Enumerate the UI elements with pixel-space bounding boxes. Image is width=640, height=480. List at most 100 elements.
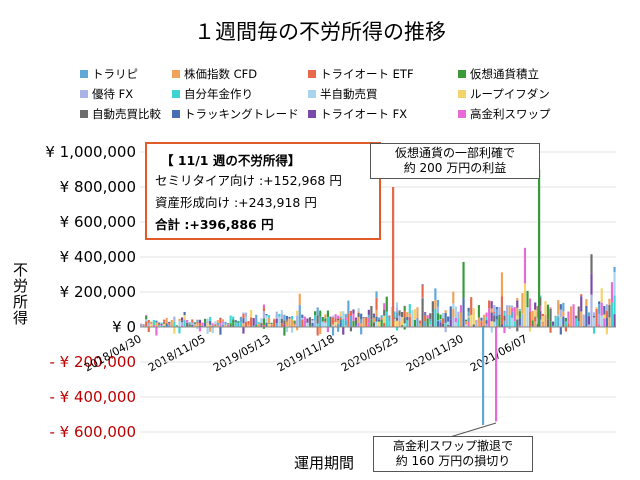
bar-segment [270,322,273,324]
bar-segment [375,291,378,298]
bar-segment [326,318,329,327]
bar-segment [421,284,424,286]
bar-segment [262,311,266,319]
bar-segment [180,325,184,327]
bar-segment [321,321,324,327]
bar-segment [552,325,555,327]
bar-segment [380,318,383,320]
bar-segment [421,285,424,298]
bar-segment [331,319,335,324]
bar-segment [536,306,539,312]
bar-segment [316,315,319,324]
legend-item: 自分年金作り [172,86,253,102]
bar-segment [173,321,176,327]
bar-segment [426,318,429,327]
bar-segment [582,325,585,327]
bar-segment-negative [155,327,158,336]
bar-segment [293,323,296,325]
bar-segment [467,307,470,312]
bar-segment [380,315,383,318]
bar-segment [562,316,565,325]
bar-segment [360,319,363,324]
bar-segment [306,322,309,327]
bar-segment [290,319,294,327]
bar-segment-negative [503,327,506,334]
y-tick-label: ¥ 600,000 [59,213,136,231]
bar-segment [528,298,532,313]
bar-segment [155,320,158,323]
bar-segment [260,325,263,327]
bar-segment [152,322,155,325]
bar-segment [493,321,496,327]
bar-segment [267,315,271,318]
bar-segment [219,317,222,319]
bar-segment [577,321,580,327]
bar-segment [175,325,179,327]
bar-segment [523,247,527,284]
bar-segment [209,325,212,327]
bar-segment [221,324,225,327]
bar-segment [590,273,593,295]
bar-segment [362,317,365,319]
bar-segment [528,312,532,327]
bar-segment [424,314,427,316]
legend-item: トラリピ [80,66,138,82]
legend-swatch [80,110,88,118]
bar-segment [398,321,401,327]
bar-segment [221,322,225,325]
bar-segment-negative [219,327,222,335]
bar-segment [546,320,550,327]
bar-segment [331,325,335,327]
bar-segment-negative [242,327,245,334]
bar-segment [357,317,360,323]
y-tick-label: ¥ 800,000 [59,178,136,196]
highlight-bar [495,327,498,422]
bar-segment [539,297,542,306]
bar-segment [357,311,360,313]
bar-segment [227,323,230,324]
bar-segment [296,310,299,316]
bar-segment [395,302,399,308]
bar-segment [452,303,455,309]
bar-segment [288,318,291,327]
bar-segment [357,308,360,312]
bar-segment [257,323,260,327]
bar-segment-negative [549,327,552,333]
bar-segment [255,314,258,326]
bar-segment [559,316,562,319]
bar-segment [349,321,353,327]
bar-segment [493,312,496,314]
bar-segment [439,319,442,323]
bar-segment-negative [296,327,299,331]
legend-label: トライオート FX [320,107,408,121]
bar-segment [160,325,163,326]
bar-segment [250,310,253,318]
bar-segment [219,317,222,324]
bar-segment-negative [285,327,289,333]
bar-segment [444,310,447,313]
bar-segment [413,319,417,327]
bar-segment [349,310,353,316]
bar-segment [388,320,391,327]
bar-segment [559,304,562,310]
bar-segment [280,313,283,319]
bar-segment [280,318,283,324]
bar-segment [577,307,580,322]
bar-segment [175,326,179,327]
bar-segment [265,315,268,319]
bar-segment [485,320,488,324]
bar-segment [267,317,271,324]
legend-label: トライオート ETF [320,67,414,81]
bar-segment-negative [564,327,567,332]
bar-segment [531,323,534,327]
bar-segment [539,295,542,298]
bar-segment [608,317,611,327]
bar-segment [467,321,470,327]
bar-segment [521,293,524,314]
bar-segment [303,316,306,321]
bar-segment [408,313,411,317]
bar-segment [244,316,248,322]
bar-segment [306,318,309,323]
bar-segment [516,300,519,308]
bar-segment [339,320,342,323]
